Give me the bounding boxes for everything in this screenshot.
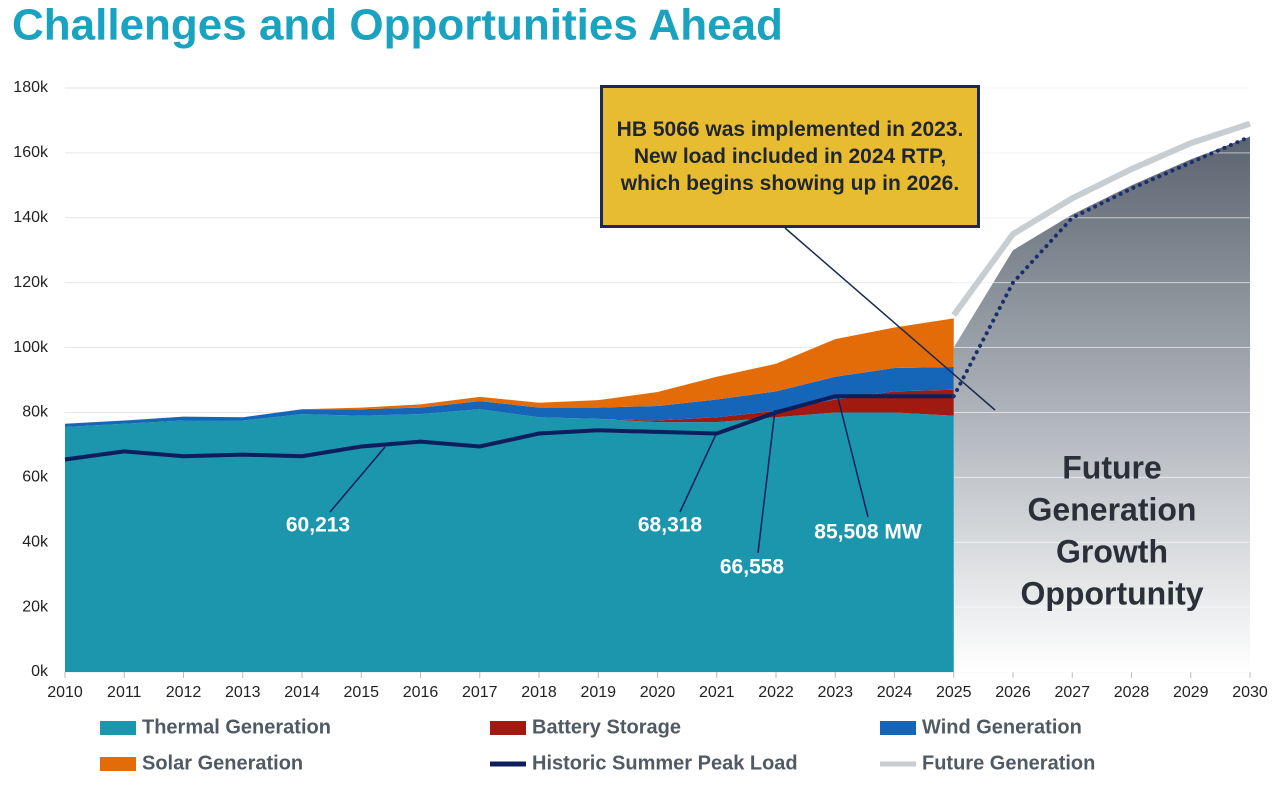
x-tick-label: 2010 xyxy=(47,684,83,701)
x-tick-label: 2022 xyxy=(758,684,794,701)
legend-swatch xyxy=(490,721,526,735)
x-tick-label: 2027 xyxy=(1054,684,1090,701)
x-tick-label: 2026 xyxy=(995,684,1031,701)
leader-line xyxy=(679,431,718,513)
area-label: Opportunity xyxy=(1020,575,1203,611)
x-tick-label: 2012 xyxy=(166,684,202,701)
legend-label: Wind Generation xyxy=(922,716,1082,738)
area-label: Growth xyxy=(1056,533,1168,569)
legend-label: Solar Generation xyxy=(142,752,303,774)
y-tick-label: 160k xyxy=(13,144,49,161)
leader-line xyxy=(837,397,869,518)
area-label: Generation xyxy=(1028,491,1197,527)
annotation: 60,213 xyxy=(286,514,350,537)
area xyxy=(65,409,954,672)
x-tick-label: 2014 xyxy=(284,684,320,701)
x-tick-label: 2017 xyxy=(462,684,498,701)
x-tick-label: 2018 xyxy=(521,684,557,701)
chart-title: Challenges and Opportunities Ahead xyxy=(12,1,783,50)
area xyxy=(65,367,954,428)
x-tick-label: 2029 xyxy=(1173,684,1209,701)
leader-line xyxy=(757,409,776,554)
x-tick-label: 2011 xyxy=(107,684,142,701)
line xyxy=(951,120,1251,317)
annotation: 85,508 MW xyxy=(814,521,922,544)
leader-line xyxy=(329,446,386,513)
x-tick-label: 2030 xyxy=(1232,684,1268,701)
y-tick-label: 180k xyxy=(13,79,49,96)
callout-leader xyxy=(784,227,996,411)
annotation: 68,318 xyxy=(638,514,703,537)
x-tick-label: 2024 xyxy=(877,684,913,701)
annotation: 66,558 xyxy=(720,556,785,579)
x-tick-label: 2023 xyxy=(817,684,853,701)
y-tick-label: 0k xyxy=(31,663,49,680)
legend-label: Thermal Generation xyxy=(142,716,331,738)
y-tick-label: 100k xyxy=(13,339,49,356)
dotted-line xyxy=(951,134,1252,399)
y-tick-label: 60k xyxy=(22,469,49,486)
x-tick-label: 2015 xyxy=(343,684,379,701)
x-tick-label: 2013 xyxy=(225,684,261,701)
area xyxy=(65,318,954,424)
line xyxy=(64,394,954,462)
x-tick-label: 2020 xyxy=(640,684,676,701)
x-tick-label: 2021 xyxy=(699,684,735,701)
y-tick-label: 40k xyxy=(22,533,49,550)
y-tick-label: 120k xyxy=(13,274,49,291)
x-tick-label: 2025 xyxy=(936,684,972,701)
legend-label: Future Generation xyxy=(922,752,1095,774)
y-tick-label: 20k xyxy=(22,598,49,615)
y-tick-label: 140k xyxy=(13,209,49,226)
x-tick-label: 2016 xyxy=(403,684,439,701)
area-label: Future xyxy=(1062,449,1162,485)
y-tick-label: 80k xyxy=(22,404,49,421)
area xyxy=(65,389,954,428)
legend-swatch xyxy=(100,757,136,771)
legend-swatch xyxy=(100,721,136,735)
x-tick-label: 2019 xyxy=(580,684,616,701)
future-area xyxy=(953,136,1250,672)
x-tick-label: 2028 xyxy=(1114,684,1150,701)
legend-label: Battery Storage xyxy=(532,716,681,738)
legend-label: Historic Summer Peak Load xyxy=(532,752,798,774)
callout: HB 5066 was implemented in 2023. New loa… xyxy=(600,85,980,228)
legend-swatch xyxy=(880,721,916,735)
